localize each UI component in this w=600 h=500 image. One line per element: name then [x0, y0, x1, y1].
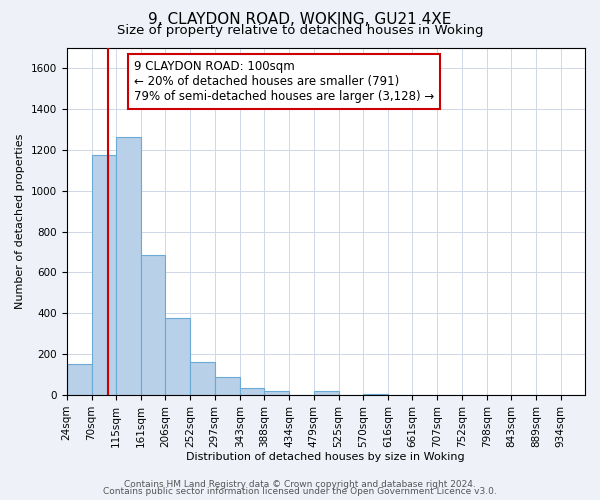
Bar — [363, 394, 388, 395]
Bar — [240, 388, 264, 395]
Bar — [264, 391, 289, 395]
Text: 9, CLAYDON ROAD, WOKING, GU21 4XE: 9, CLAYDON ROAD, WOKING, GU21 4XE — [148, 12, 452, 26]
Bar — [166, 318, 190, 395]
Bar — [141, 255, 166, 395]
Text: Contains HM Land Registry data © Crown copyright and database right 2024.: Contains HM Land Registry data © Crown c… — [124, 480, 476, 489]
X-axis label: Distribution of detached houses by size in Woking: Distribution of detached houses by size … — [187, 452, 465, 462]
Bar — [190, 362, 215, 395]
Bar — [92, 155, 116, 395]
Text: Contains public sector information licensed under the Open Government Licence v3: Contains public sector information licen… — [103, 487, 497, 496]
Text: Size of property relative to detached houses in Woking: Size of property relative to detached ho… — [117, 24, 483, 37]
Bar — [67, 364, 92, 395]
Bar — [215, 376, 240, 395]
Bar — [116, 138, 141, 395]
Bar — [314, 391, 338, 395]
Y-axis label: Number of detached properties: Number of detached properties — [15, 134, 25, 309]
Text: 9 CLAYDON ROAD: 100sqm
← 20% of detached houses are smaller (791)
79% of semi-de: 9 CLAYDON ROAD: 100sqm ← 20% of detached… — [134, 60, 434, 102]
